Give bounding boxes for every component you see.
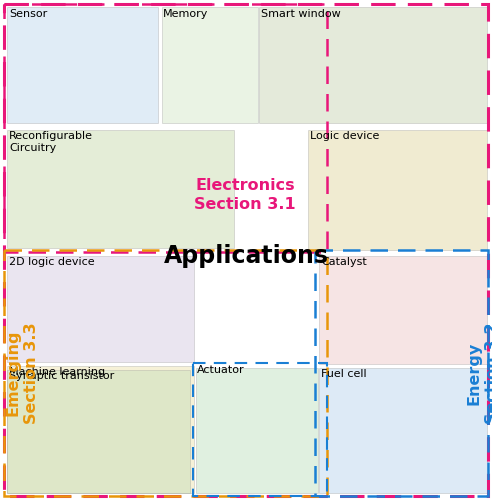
Text: Emerging
Section 3.3: Emerging Section 3.3 [5, 322, 39, 424]
Text: Reconfigurable
Circuitry: Reconfigurable Circuitry [9, 131, 93, 154]
Text: Memory: Memory [163, 9, 209, 19]
Text: Smart window: Smart window [261, 9, 341, 19]
Bar [319, 368, 487, 493]
Bar [7, 256, 194, 362]
Text: Energy
Section 3.2: Energy Section 3.2 [466, 322, 492, 424]
Text: Applications: Applications [163, 244, 329, 268]
Text: Fuel cell: Fuel cell [321, 369, 367, 379]
Bar [259, 7, 487, 123]
Bar [193, 363, 327, 496]
Bar [7, 130, 234, 248]
Text: Logic device: Logic device [310, 131, 379, 141]
Bar [7, 7, 158, 123]
Bar [308, 130, 487, 250]
Text: Electronics
Section 3.1: Electronics Section 3.1 [194, 178, 296, 212]
Bar [319, 256, 487, 364]
Text: Catalyst: Catalyst [321, 257, 367, 267]
Text: Synaptic transistor: Synaptic transistor [9, 371, 114, 381]
Bar [7, 366, 194, 493]
Bar [7, 370, 190, 493]
Text: Machine learning: Machine learning [9, 367, 105, 377]
Text: 2D logic device: 2D logic device [9, 257, 94, 267]
Text: Actuator: Actuator [197, 365, 245, 375]
Bar [196, 368, 318, 493]
Bar [315, 250, 488, 496]
Text: Sensor: Sensor [9, 9, 47, 19]
Bar [162, 7, 258, 123]
Bar [4, 250, 327, 496]
Bar [4, 4, 327, 252]
